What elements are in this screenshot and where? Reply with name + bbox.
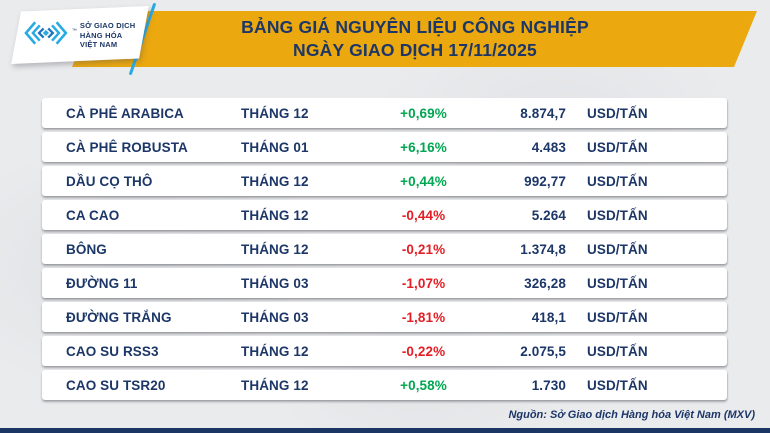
commodity-name: DẦU CỌ THÔ xyxy=(66,173,153,189)
price-value: 418,1 xyxy=(531,309,566,325)
price-value: 992,77 xyxy=(524,173,566,189)
price-unit: USD/TẤN xyxy=(587,275,648,291)
commodity-name: CA CAO xyxy=(66,207,120,223)
price-unit: USD/TẤN xyxy=(587,309,648,325)
change-percent: -0,21% xyxy=(401,241,446,257)
contract-month: THÁNG 12 xyxy=(241,207,309,223)
change-percent: +0,69% xyxy=(400,105,447,121)
commodity-name: ĐƯỜNG TRẮNG xyxy=(66,309,172,325)
change-percent: -1,07% xyxy=(401,275,446,291)
price-value: 8.874,7 xyxy=(520,105,566,121)
title-line-1: BẢNG GIÁ NGUYÊN LIỆU CÔNG NGHIỆP xyxy=(241,16,589,37)
logo-text-line-1: SỞ GIAO DỊCH xyxy=(79,20,136,30)
change-percent: +0,58% xyxy=(400,377,447,393)
contract-month: THÁNG 12 xyxy=(241,173,309,189)
contract-month: THÁNG 03 xyxy=(241,275,309,291)
contract-month: THÁNG 12 xyxy=(241,377,309,393)
commodity-name: CAO SU RSS3 xyxy=(66,343,159,359)
table-row: BÔNG THÁNG 12 -0,21% 1.374,8 USD/TẤN xyxy=(42,234,727,264)
table-row: ĐƯỜNG TRẮNG THÁNG 03 -1,81% 418,1 USD/TẤ… xyxy=(42,302,727,332)
change-percent: +6,16% xyxy=(400,139,447,155)
contract-month: THÁNG 12 xyxy=(241,343,309,359)
price-unit: USD/TẤN xyxy=(587,105,648,121)
price-value: 1.730 xyxy=(531,377,566,393)
trademark-symbol: ™ xyxy=(71,27,77,34)
commodity-name: CÀ PHÊ ARABICA xyxy=(66,105,184,121)
table-row: CAO SU TSR20 THÁNG 12 +0,58% 1.730 USD/T… xyxy=(42,370,727,400)
commodity-name: CÀ PHÊ ROBUSTA xyxy=(66,139,188,155)
page-title: BẢNG GIÁ NGUYÊN LIỆU CÔNG NGHIỆP NGÀY GI… xyxy=(60,13,770,65)
price-unit: USD/TẤN xyxy=(587,207,648,223)
title-line-2: NGÀY GIAO DỊCH 17/11/2025 xyxy=(293,40,537,60)
change-percent: -0,44% xyxy=(401,207,446,223)
price-value: 4.483 xyxy=(531,139,566,155)
mxv-chevron-logo-icon xyxy=(23,18,69,53)
price-unit: USD/TẤN xyxy=(587,173,648,189)
price-value: 326,28 xyxy=(524,275,566,291)
table-row: CAO SU RSS3 THÁNG 12 -0,22% 2.075,5 USD/… xyxy=(42,336,727,366)
mxv-logo-text: SỞ GIAO DỊCH HÀNG HÓA VIỆT NAM xyxy=(80,21,135,49)
price-unit: USD/TẤN xyxy=(587,139,648,155)
table-row: ĐƯỜNG 11 THÁNG 03 -1,07% 326,28 USD/TẤN xyxy=(42,268,727,298)
price-table: CÀ PHÊ ARABICA THÁNG 12 +0,69% 8.874,7 U… xyxy=(42,98,727,404)
change-percent: -1,81% xyxy=(401,309,446,325)
price-unit: USD/TẤN xyxy=(587,343,648,359)
price-value: 2.075,5 xyxy=(520,343,566,359)
commodity-name: BÔNG xyxy=(66,241,107,257)
bottom-navy-bar xyxy=(0,428,770,433)
contract-month: THÁNG 12 xyxy=(241,241,309,257)
table-row: CÀ PHÊ ARABICA THÁNG 12 +0,69% 8.874,7 U… xyxy=(42,98,727,128)
price-unit: USD/TẤN xyxy=(587,377,648,393)
table-row: CÀ PHÊ ROBUSTA THÁNG 01 +6,16% 4.483 USD… xyxy=(42,132,727,162)
contract-month: THÁNG 01 xyxy=(241,139,309,155)
price-value: 1.374,8 xyxy=(520,241,566,257)
commodity-name: CAO SU TSR20 xyxy=(66,377,166,393)
price-unit: USD/TẤN xyxy=(587,241,648,257)
change-percent: +0,44% xyxy=(400,173,447,189)
logo-text-line-3: VIỆT NAM xyxy=(79,39,118,49)
logo-text-line-2: HÀNG HÓA xyxy=(79,30,123,40)
mxv-logo-plate: ™ SỞ GIAO DỊCH HÀNG HÓA VIỆT NAM xyxy=(11,5,149,65)
source-credit: Nguồn: Sở Giao dịch Hàng hóa Việt Nam (M… xyxy=(508,409,755,421)
change-percent: -0,22% xyxy=(401,343,446,359)
contract-month: THÁNG 03 xyxy=(241,309,309,325)
commodity-name: ĐƯỜNG 11 xyxy=(66,275,138,291)
table-row: CA CAO THÁNG 12 -0,44% 5.264 USD/TẤN xyxy=(42,200,727,230)
price-value: 5.264 xyxy=(531,207,566,223)
table-row: DẦU CỌ THÔ THÁNG 12 +0,44% 992,77 USD/TẤ… xyxy=(42,166,727,196)
contract-month: THÁNG 12 xyxy=(241,105,309,121)
header-gold-band xyxy=(72,11,757,67)
